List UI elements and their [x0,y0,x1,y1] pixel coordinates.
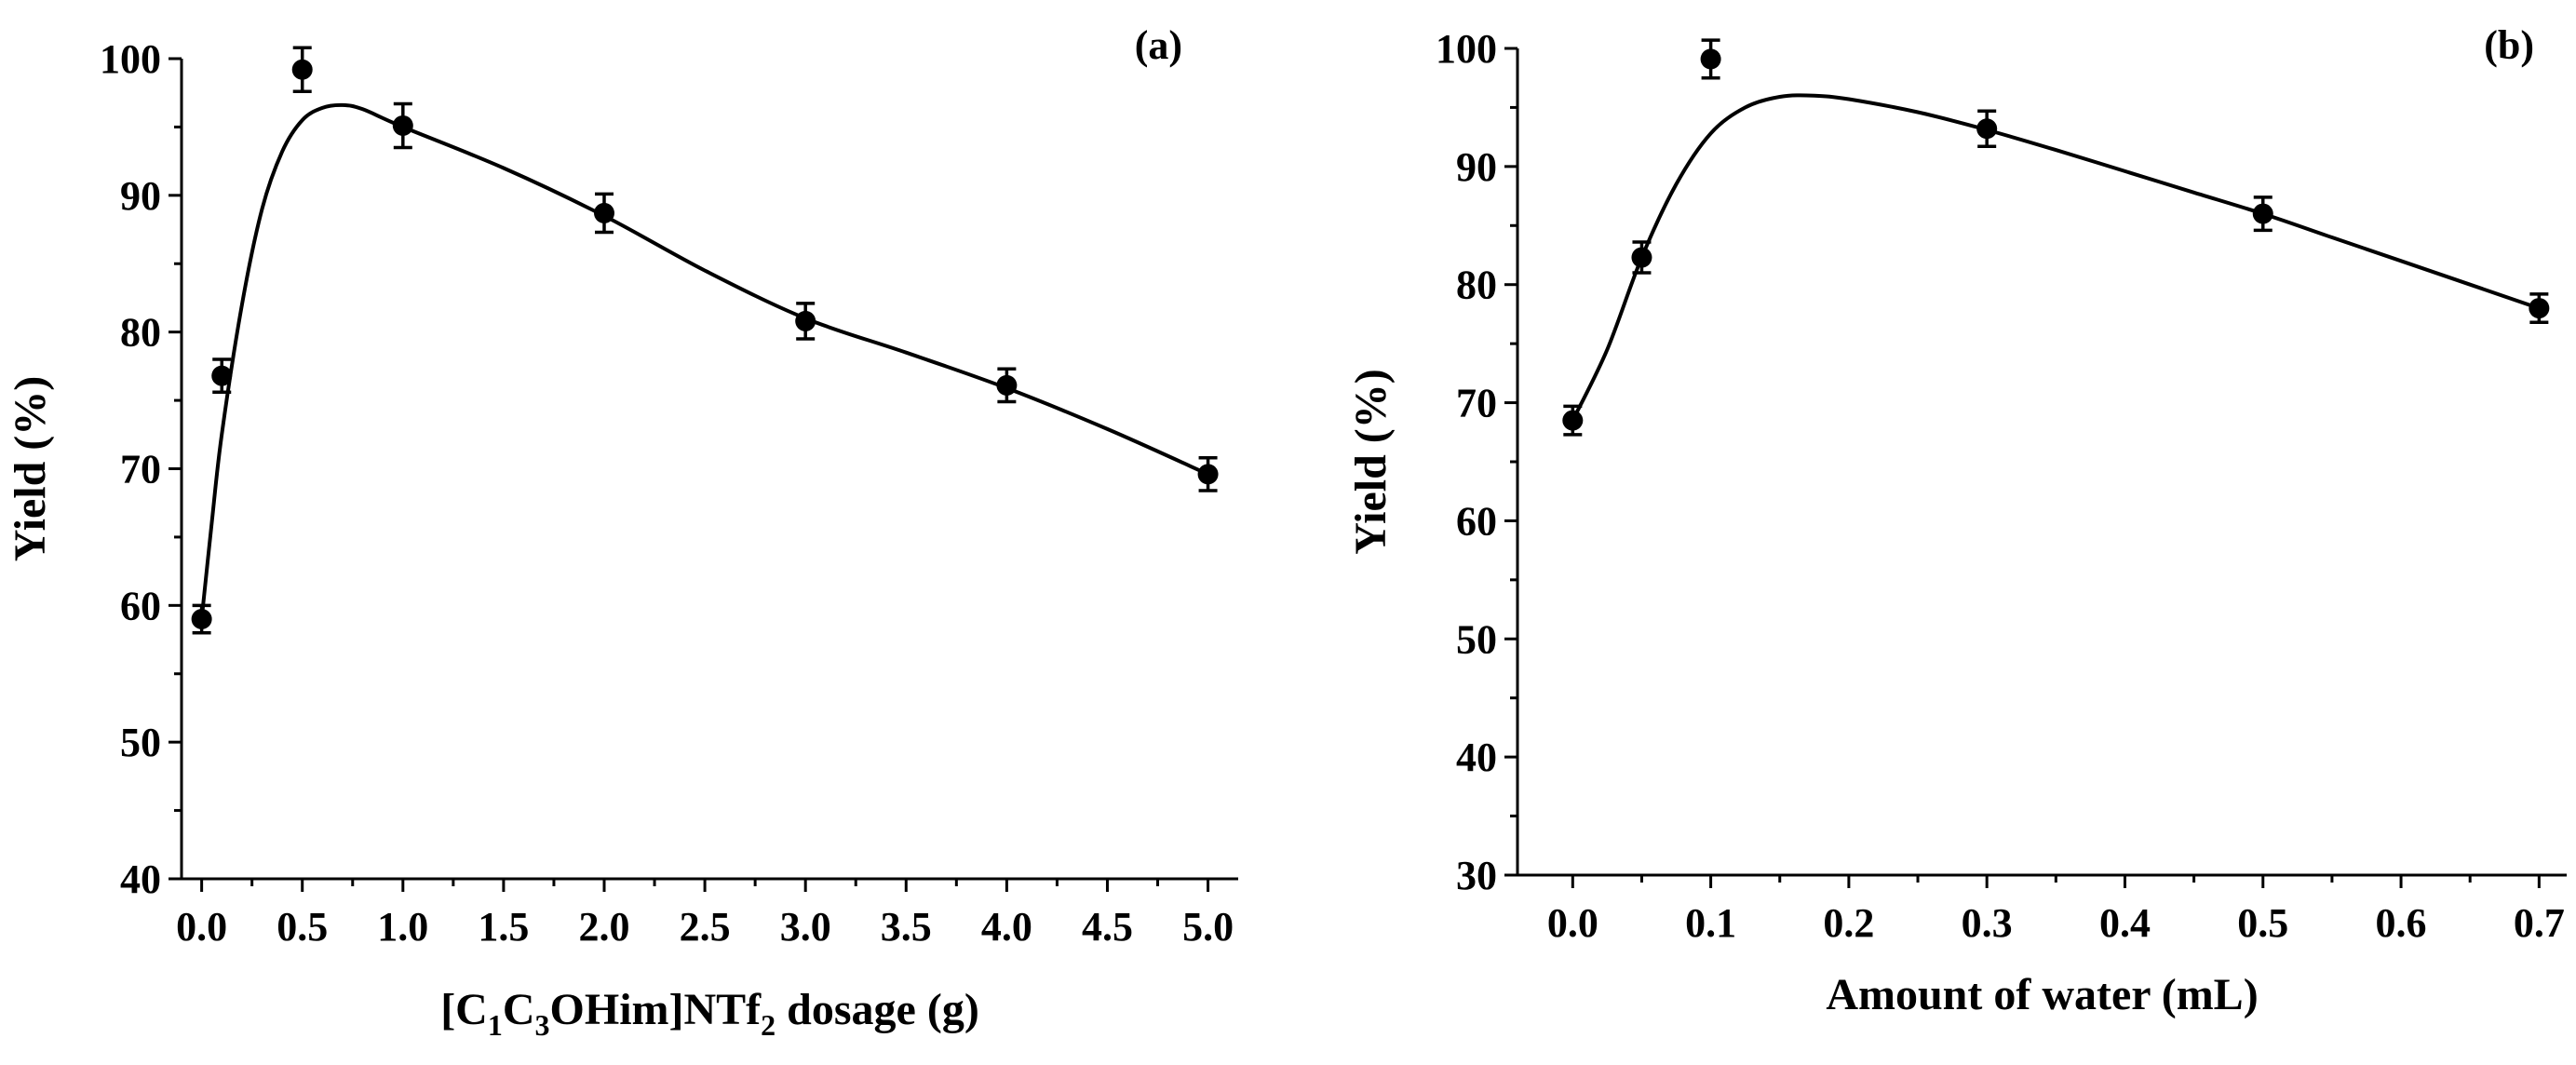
data-point [211,365,233,386]
data-point [1562,410,1584,431]
y-tick-label: 30 [1456,853,1497,898]
y-axis-label: Yield (%) [1346,369,1396,555]
y-tick-label: 100 [1436,26,1497,72]
x-tick-label: 0.7 [2514,900,2565,946]
data-point [2252,203,2273,224]
x-tick-label: 4.0 [981,904,1032,950]
x-axis-label-part: OHim]NTf [550,985,762,1034]
y-tick-label: 90 [120,173,161,219]
y-tick-label: 80 [120,310,161,356]
x-axis-label-subscript: 3 [535,1008,550,1042]
x-tick-label: 2.0 [579,904,630,950]
data-point [291,59,313,80]
x-axis-label-part: C [503,985,535,1034]
data-point [795,310,816,331]
data-point [1197,464,1219,485]
y-tick-label: 90 [1456,144,1497,190]
x-tick-label: 0.0 [1547,900,1598,946]
y-tick-label: 70 [1456,381,1497,426]
data-point [1700,48,1721,70]
x-tick-label: 0.2 [1823,900,1874,946]
data-point [191,609,212,630]
x-tick-label: 0.6 [2376,900,2427,946]
x-axis-label: [C1C3OHim]NTf2 dosage (g) [440,985,979,1042]
x-tick-label: 2.5 [680,904,731,950]
data-point [594,202,614,223]
data-point [392,115,413,136]
chart-panel-b: 30 40 50 60 70 80 90 100 0.0 0.1 0.2 0.3 0.4 0.5 0.6 0.… [1346,22,2567,1019]
y-tick-label: 60 [120,583,161,628]
x-tick-label: 0.0 [176,904,227,950]
x-tick-label: 0.3 [1962,900,2013,946]
data-point [996,374,1018,396]
x-tick-label: 4.5 [1082,904,1133,950]
y-tick-label: 50 [120,720,161,765]
x-axis-label-part: [C [440,985,488,1034]
x-tick-label: 5.0 [1182,904,1234,950]
x-tick-label: 0.4 [2099,900,2151,946]
x-tick-label: 3.0 [780,904,831,950]
x-tick-label: 0.1 [1685,900,1736,946]
x-tick-label: 0.5 [2237,900,2288,946]
chart-panel-a: 40 50 60 70 80 90 100 0.0 0.5 1.0 1.5 2.0 2.5 3.0 3.5 4… [6,22,1238,1042]
y-axis-label: Yield (%) [6,376,55,562]
y-tick-label: 70 [120,447,161,492]
x-tick-label: 3.5 [881,904,932,950]
panel-label: (b) [2484,22,2534,68]
y-tick-label: 50 [1456,616,1497,662]
x-tick-label: 0.5 [276,904,328,950]
x-tick-label: 1.5 [478,904,529,950]
y-tick-label: 100 [100,36,161,82]
y-tick-label: 40 [1456,735,1497,780]
panel-label: (a) [1135,22,1182,68]
x-axis-label-subscript: 2 [761,1008,775,1042]
x-axis-label: Amount of water (mL) [1826,970,2258,1019]
data-point [1631,247,1652,268]
data-point [1976,118,1998,140]
x-axis-label-part: dosage (g) [775,985,979,1034]
x-tick-label: 1.0 [377,904,428,950]
y-tick-label: 80 [1456,263,1497,308]
y-tick-label: 60 [1456,498,1497,544]
fit-curve-line [199,102,1209,620]
fit-curve-line [1571,93,2540,422]
data-point [2529,298,2550,319]
y-tick-label: 40 [120,856,161,902]
x-axis-label-subscript: 1 [488,1008,503,1042]
